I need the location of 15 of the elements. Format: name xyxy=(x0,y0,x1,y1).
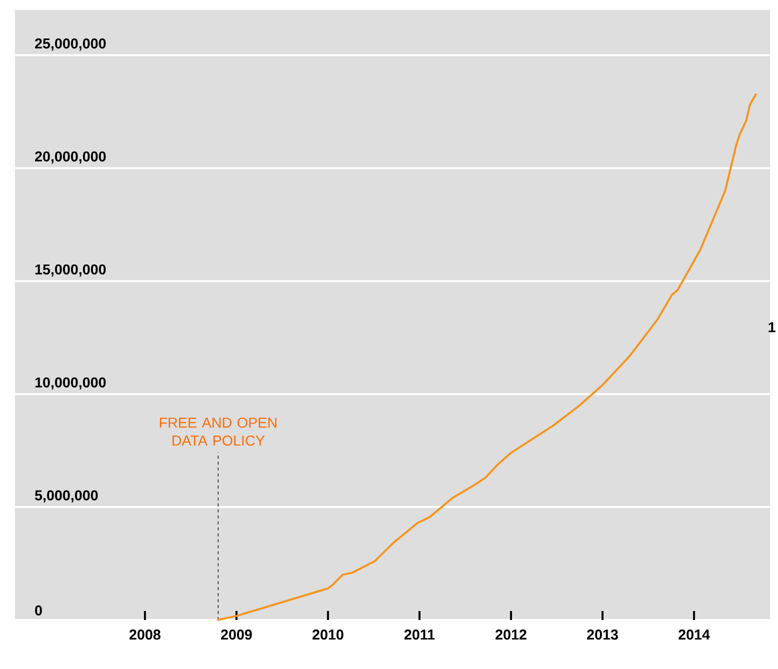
y-tick-label: 5,000,000 xyxy=(34,490,98,503)
x-tick-label: 2011 xyxy=(404,630,435,640)
x-tick-label: 2009 xyxy=(221,630,252,640)
ref-line-label: FREE AND OPEN DATA POLICY xyxy=(160,418,276,446)
x-tick-label: 2008 xyxy=(129,630,160,640)
x-tick-label: 2014 xyxy=(678,630,710,640)
y-tick-label: 0 xyxy=(35,605,42,616)
y-tick-label: 15,000,000 xyxy=(35,264,106,277)
y-tick-label: 20,000,000 xyxy=(35,151,106,164)
y-tick-label: 25,000,000 xyxy=(35,38,106,51)
x-tick-label: 2012 xyxy=(496,630,526,640)
x-tick-label: 2010 xyxy=(312,630,344,640)
y-tick-label: 10,000,000 xyxy=(35,377,106,390)
x-tick-label: 2013 xyxy=(587,630,618,640)
annotation: 1 xyxy=(768,322,776,332)
